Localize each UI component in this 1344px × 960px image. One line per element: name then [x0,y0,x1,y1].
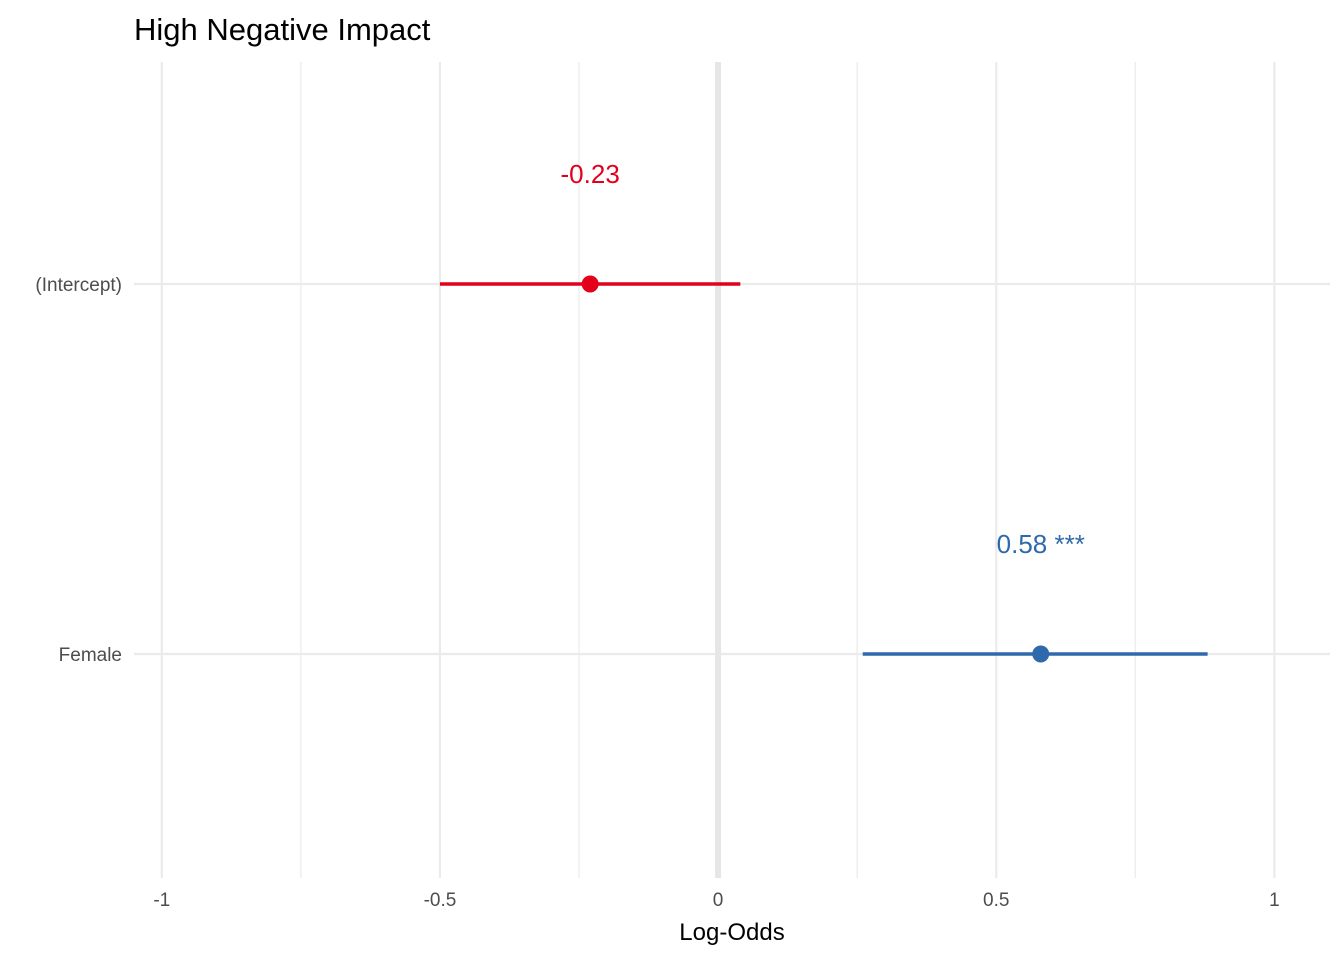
x-tick-label: 0.5 [983,890,1009,911]
x-axis-title: Log-Odds [679,919,784,946]
chart-title: High Negative Impact [134,12,431,47]
y-tick-label: (Intercept) [35,275,122,296]
estimate-label: -0.23 [561,159,620,189]
x-tick-label: -0.5 [424,890,457,911]
y-tick-label: Female [59,645,122,666]
series-layer: -0.23 0.58 *** [439,159,1208,663]
x-tick-label: 0 [713,890,724,911]
point-estimate [581,275,599,293]
grid-layer [134,62,1330,878]
x-tick-label: 1 [1269,890,1280,911]
tick-layer: (Intercept) Female -1 -0.5 0 0.5 1 [35,275,1279,911]
point-estimate [1032,645,1050,663]
estimate-label: 0.58 *** [997,529,1085,559]
x-tick-label: -1 [153,890,170,911]
